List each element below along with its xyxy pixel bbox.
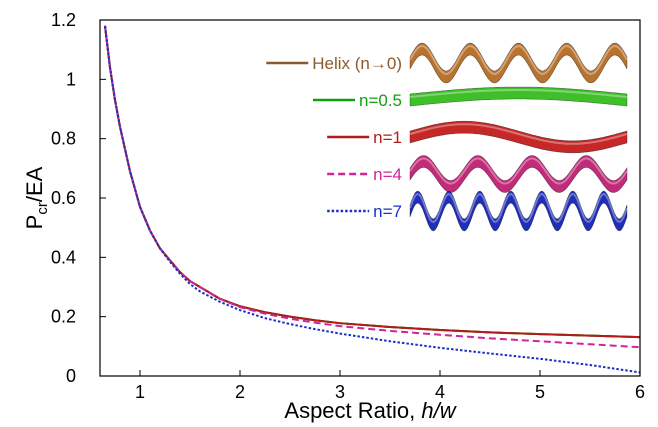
x-tick-label: 4 — [435, 382, 445, 402]
series-line-3 — [104, 25, 641, 349]
y-tick-label: 0 — [66, 366, 76, 386]
ribbon-highlight-3 — [409, 157, 628, 185]
ribbon-highlight-2 — [409, 123, 628, 145]
y-axis-title-sub: cr — [34, 202, 51, 215]
data-lines — [104, 25, 641, 374]
x-tick-label: 5 — [535, 382, 545, 402]
legend: Helix (n→0) n=0.5 n=1 n=4 n=7 — [266, 54, 402, 221]
legend-entry-4: n=7 — [327, 202, 402, 221]
legend-label: n=7 — [373, 202, 402, 221]
y-axis-title: Pcr/EA — [22, 166, 51, 229]
x-tick-label: 6 — [635, 382, 645, 402]
series-line-4 — [104, 25, 641, 374]
ribbon-shape-0 — [409, 42, 628, 84]
ribbon-illustrations — [409, 42, 628, 232]
x-tick-label: 1 — [135, 382, 145, 402]
plot-frame — [99, 19, 641, 377]
y-tick-label: 0.2 — [51, 307, 76, 327]
legend-entry-0: Helix (n→0) — [266, 54, 402, 73]
ribbon-highlight-1 — [409, 89, 628, 98]
x-tick-label: 3 — [335, 382, 345, 402]
legend-label: n=0.5 — [359, 91, 402, 110]
legend-entry-1: n=0.5 — [312, 91, 402, 110]
legend-entry-2: n=1 — [327, 128, 402, 147]
ribbon-shape-2 — [409, 120, 628, 154]
y-tick-label: 1.2 — [51, 10, 76, 30]
x-axis-title-italic: h/w — [421, 398, 457, 423]
ribbon-highlight-0 — [409, 44, 628, 76]
legend-label: n=1 — [373, 128, 402, 147]
x-axis-title: Aspect Ratio, h/w — [284, 398, 457, 423]
y-tick-label: 1 — [66, 69, 76, 89]
ribbon-highlight-4 — [409, 192, 628, 224]
legend-label: Helix (n→0) — [312, 54, 402, 73]
ribbon-shape-3 — [409, 155, 628, 193]
x-axis: 1 2 3 4 5 6 — [135, 370, 645, 402]
ribbon-shape-4 — [409, 190, 628, 232]
y-tick-label: 0.8 — [51, 129, 76, 149]
legend-label: n=4 — [373, 165, 402, 184]
y-axis-title-main: P — [22, 215, 47, 230]
y-axis: 0 0.2 0.4 0.6 0.8 1 1.2 — [51, 10, 106, 386]
y-tick-label: 0.6 — [51, 188, 76, 208]
y-tick-label: 0.4 — [51, 247, 76, 267]
x-axis-title-main: Aspect Ratio, — [284, 398, 421, 423]
legend-entry-3: n=4 — [327, 165, 402, 184]
ribbon-shape-1 — [409, 86, 628, 107]
x-tick-label: 2 — [235, 382, 245, 402]
y-axis-title-rest: /EA — [22, 166, 47, 202]
